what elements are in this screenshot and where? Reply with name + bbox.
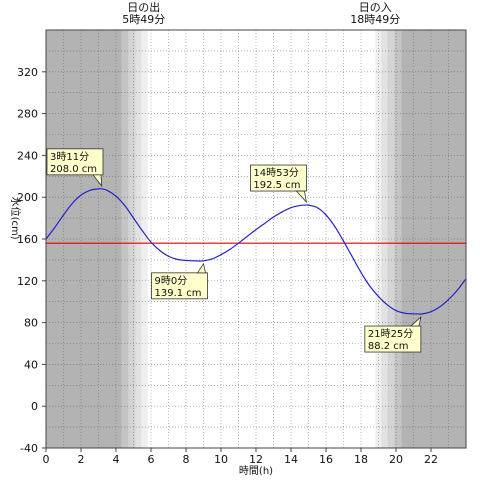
x-ticks: 0 2 4 6 8 10 12 14 16 18 20 22 <box>43 448 438 466</box>
y-tick-label-40: 40 <box>24 358 38 371</box>
grid <box>46 30 466 448</box>
annotation-box <box>249 164 307 192</box>
x-tick-label-12: 12 <box>249 453 263 466</box>
x-tick-label-18: 18 <box>354 453 368 466</box>
annotation-time: 9時0分 <box>155 275 188 287</box>
x-tick-label-0: 0 <box>43 453 50 466</box>
annotation-value: 88.2 cm <box>368 341 409 352</box>
x-tick-label-2: 2 <box>78 453 85 466</box>
annotation-time: 14時53分 <box>253 167 298 179</box>
shade-band-1 <box>121 30 129 448</box>
shade-band-8 <box>394 30 402 448</box>
y-tick-label-320: 320 <box>17 66 38 79</box>
y-tick-label--40: -40 <box>20 442 38 455</box>
shade-band-2 <box>128 30 136 448</box>
annotation-value: 139.1 cm <box>155 288 202 299</box>
shade-band-5 <box>375 30 382 448</box>
x-tick-label-8: 8 <box>183 453 190 466</box>
y-tick-label-240: 240 <box>17 149 38 162</box>
series-line <box>45 188 467 315</box>
annotation-pointer <box>409 315 422 327</box>
sunset-label: 日の入 <box>359 1 392 14</box>
annotation-pointer <box>295 190 308 204</box>
annotation-value: 208.0 cm <box>50 164 97 175</box>
x-tick-label-20: 20 <box>389 453 403 466</box>
y-tick-label-280: 280 <box>17 108 38 121</box>
annotation-box <box>46 148 104 176</box>
annotation-box <box>151 272 208 300</box>
annotation-pointer <box>92 174 103 188</box>
y-tick-label-120: 120 <box>17 275 38 288</box>
y-tick-label-200: 200 <box>17 191 38 204</box>
x-tick-label-16: 16 <box>319 453 333 466</box>
annotation-value: 192.5 cm <box>253 180 300 191</box>
shade-band-3 <box>135 30 142 448</box>
y-tick-label-160: 160 <box>17 233 38 246</box>
y-tick-label-0: 0 <box>31 400 38 413</box>
y-ticks: -40 0 40 80 120 160 200 240 280 320 <box>17 66 46 455</box>
annotation-pointer <box>196 262 206 274</box>
x-tick-label-10: 10 <box>214 453 228 466</box>
annotation-time: 21時25分 <box>368 328 413 340</box>
x-axis-label: 時間(h) <box>239 465 273 477</box>
annotation-box <box>364 325 422 353</box>
x-tick-label-14: 14 <box>284 453 298 466</box>
x-tick-label-6: 6 <box>148 453 155 466</box>
sunset-time: 18時49分 <box>350 13 400 26</box>
y-tick-label-80: 80 <box>24 317 38 330</box>
sunrise-time: 5時49分 <box>122 13 165 26</box>
shade-band-0 <box>46 30 122 448</box>
shade-band-6 <box>381 30 388 448</box>
annotation-time: 3時11分 <box>50 151 89 163</box>
sunrise-label: 日の出 <box>127 0 160 14</box>
x-tick-label-4: 4 <box>113 453 120 466</box>
y-axis-label: 水位(cm) <box>9 197 22 240</box>
shade-band-4 <box>141 30 148 448</box>
x-tick-label-22: 22 <box>424 453 438 466</box>
